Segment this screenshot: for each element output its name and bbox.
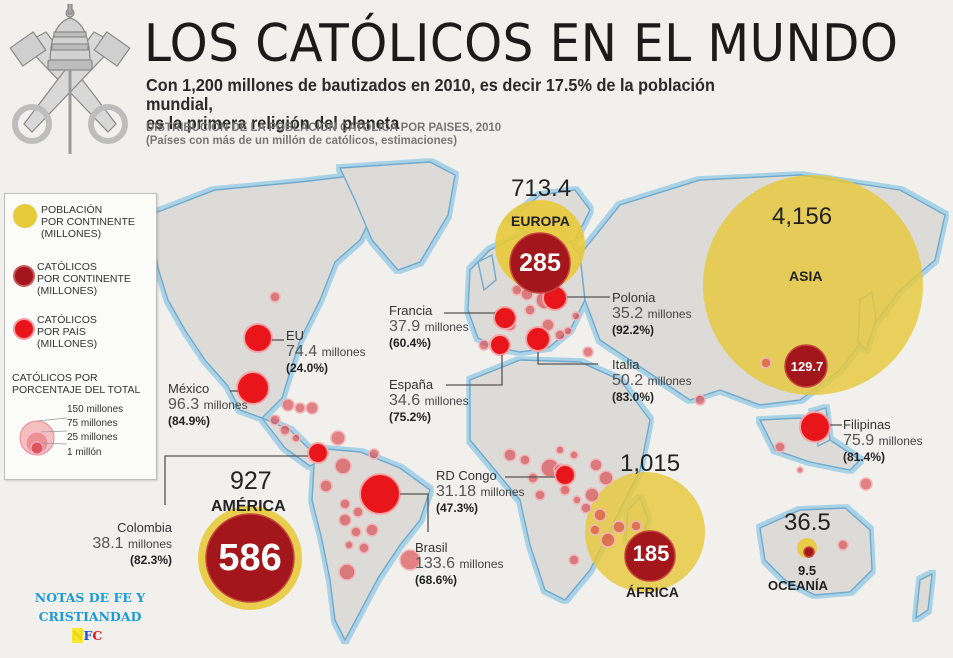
america-catholics: 586 xyxy=(218,537,282,579)
concentric-circles-icon xyxy=(19,417,68,456)
country-name: Polonia xyxy=(612,290,656,305)
watermark-logo: NFC xyxy=(72,628,103,643)
america-name: AMÉRICA xyxy=(211,498,286,515)
scale-75: 75 millones xyxy=(67,418,118,429)
country-percent: (24.0%) xyxy=(286,361,329,375)
scale-150: 150 millones xyxy=(67,404,124,415)
oceania-catholics: 9.5 xyxy=(798,563,817,578)
red-circle-icon xyxy=(15,320,33,338)
america-population: 927 xyxy=(230,467,272,495)
label-eu: EU 74.4 millones (24.0%) xyxy=(286,328,366,375)
scale-25: 25 millones xyxy=(67,432,118,443)
label-espana: España 34.6 millones (75.2%) xyxy=(389,377,469,424)
distribution-note: (Países con más de un millón de católico… xyxy=(146,133,458,147)
legend-item-catholics-country: CATÓLICOS POR PAÍS (MILLONES) xyxy=(13,314,97,350)
country-name: Colombia xyxy=(117,520,172,535)
country-percent: (84.9%) xyxy=(168,414,211,428)
country-name: EU xyxy=(286,328,305,343)
legend-percent-title: CATÓLICOS POR PORCENTAJE DEL TOTAL xyxy=(12,372,141,396)
country-percent: (60.4%) xyxy=(389,336,432,350)
country-value: 75.9 millones xyxy=(843,432,923,449)
country-percent: (47.3%) xyxy=(436,501,479,515)
yellow-circle-icon xyxy=(13,204,37,228)
subtitle: Con 1,200 millones de bautizados en 2010… xyxy=(146,76,778,133)
country-value: 74.4 millones xyxy=(286,343,366,360)
country-value: 50.2 millones xyxy=(612,372,692,389)
page-title: LOS CATÓLICOS EN EL MUNDO xyxy=(144,14,899,74)
country-value: 34.6 millones xyxy=(389,392,469,409)
country-name: Brasil xyxy=(415,540,448,555)
country-name: RD Congo xyxy=(436,468,497,483)
europa-catholics: 285 xyxy=(519,249,561,277)
country-value: 37.9 millones xyxy=(389,318,469,335)
country-name: Francia xyxy=(389,303,433,318)
papal-emblem-icon xyxy=(9,4,131,154)
oceania-population: 36.5 xyxy=(784,509,831,536)
country-name: España xyxy=(389,377,434,392)
country-value: 96.3 millones xyxy=(168,396,248,413)
scale-1: 1 millón xyxy=(67,447,102,458)
country-value: 133.6 millones xyxy=(415,555,504,572)
asia-catholics: 129.7 xyxy=(790,359,824,374)
legend-item-catholics-continent: CATÓLICOS POR CONTINENTE (MILLONES) xyxy=(13,261,131,297)
country-percent: (68.6%) xyxy=(415,573,458,587)
country-name: Italia xyxy=(612,357,640,372)
distribution-title: DISTRIBUCION DE LA POBLACION CATOLICA PO… xyxy=(146,120,502,134)
country-percent: (92.2%) xyxy=(612,323,655,337)
country-name: México xyxy=(168,381,210,396)
legend: POBLACIÓN POR CONTINENTE (MILLONES) CATÓLI… xyxy=(4,193,157,480)
subtitle-line-1: Con 1,200 millones de bautizados en 2010… xyxy=(146,75,715,114)
label-polonia: Polonia 35.2 millones (92.2%) xyxy=(612,290,692,337)
world-map xyxy=(149,161,946,642)
country-percent: (75.2%) xyxy=(389,410,432,424)
watermark-text: NOTAS DE FE Y CRISTIANDAD xyxy=(34,590,146,624)
country-percent: (82.3%) xyxy=(129,553,172,567)
darkred-circle-icon xyxy=(15,267,33,285)
label-filipinas: Filipinas 75.9 millones (81.4%) xyxy=(843,417,923,464)
oceania-name: OCEANÍA xyxy=(768,578,828,593)
distribution-heading: DISTRIBUCION DE LA POBLACION CATOLICA PO… xyxy=(146,121,501,147)
subtitle-line-2: es la primera religión del planeta xyxy=(146,113,400,133)
label-francia: Francia 37.9 millones (60.4%) xyxy=(389,303,469,350)
country-name: Filipinas xyxy=(843,417,891,432)
europa-population: 713.4 xyxy=(511,175,572,202)
africa-population: 1,015 xyxy=(620,450,681,477)
country-value: 31.18 millones xyxy=(436,483,525,500)
country-percent: (83.0%) xyxy=(612,390,655,404)
asia-population: 4,156 xyxy=(772,203,833,230)
country-value: 35.2 millones xyxy=(612,305,692,322)
label-colombia: Colombia 38.1 millones (82.3%) xyxy=(70,520,172,567)
label-rdcongo: RD Congo 31.18 millones (47.3%) xyxy=(436,468,525,515)
label-mexico: México 96.3 millones (84.9%) xyxy=(168,381,248,428)
europa-name: EUROPA xyxy=(511,213,570,229)
africa-catholics: 185 xyxy=(632,541,670,566)
country-percent: (81.4%) xyxy=(843,450,886,464)
legend-item-population: POBLACIÓN POR CONTINENTE (MILLONES) xyxy=(13,204,135,240)
africa-name: ÁFRICA xyxy=(626,584,679,600)
asia-name: ASIA xyxy=(789,268,823,284)
country-value: 38.1 millones xyxy=(92,535,172,552)
label-italia: Italia 50.2 millones (83.0%) xyxy=(612,357,692,404)
catholic-continent-bubbles xyxy=(205,232,828,603)
label-brasil: Brasil 133.6 millones (68.6%) xyxy=(415,540,504,587)
